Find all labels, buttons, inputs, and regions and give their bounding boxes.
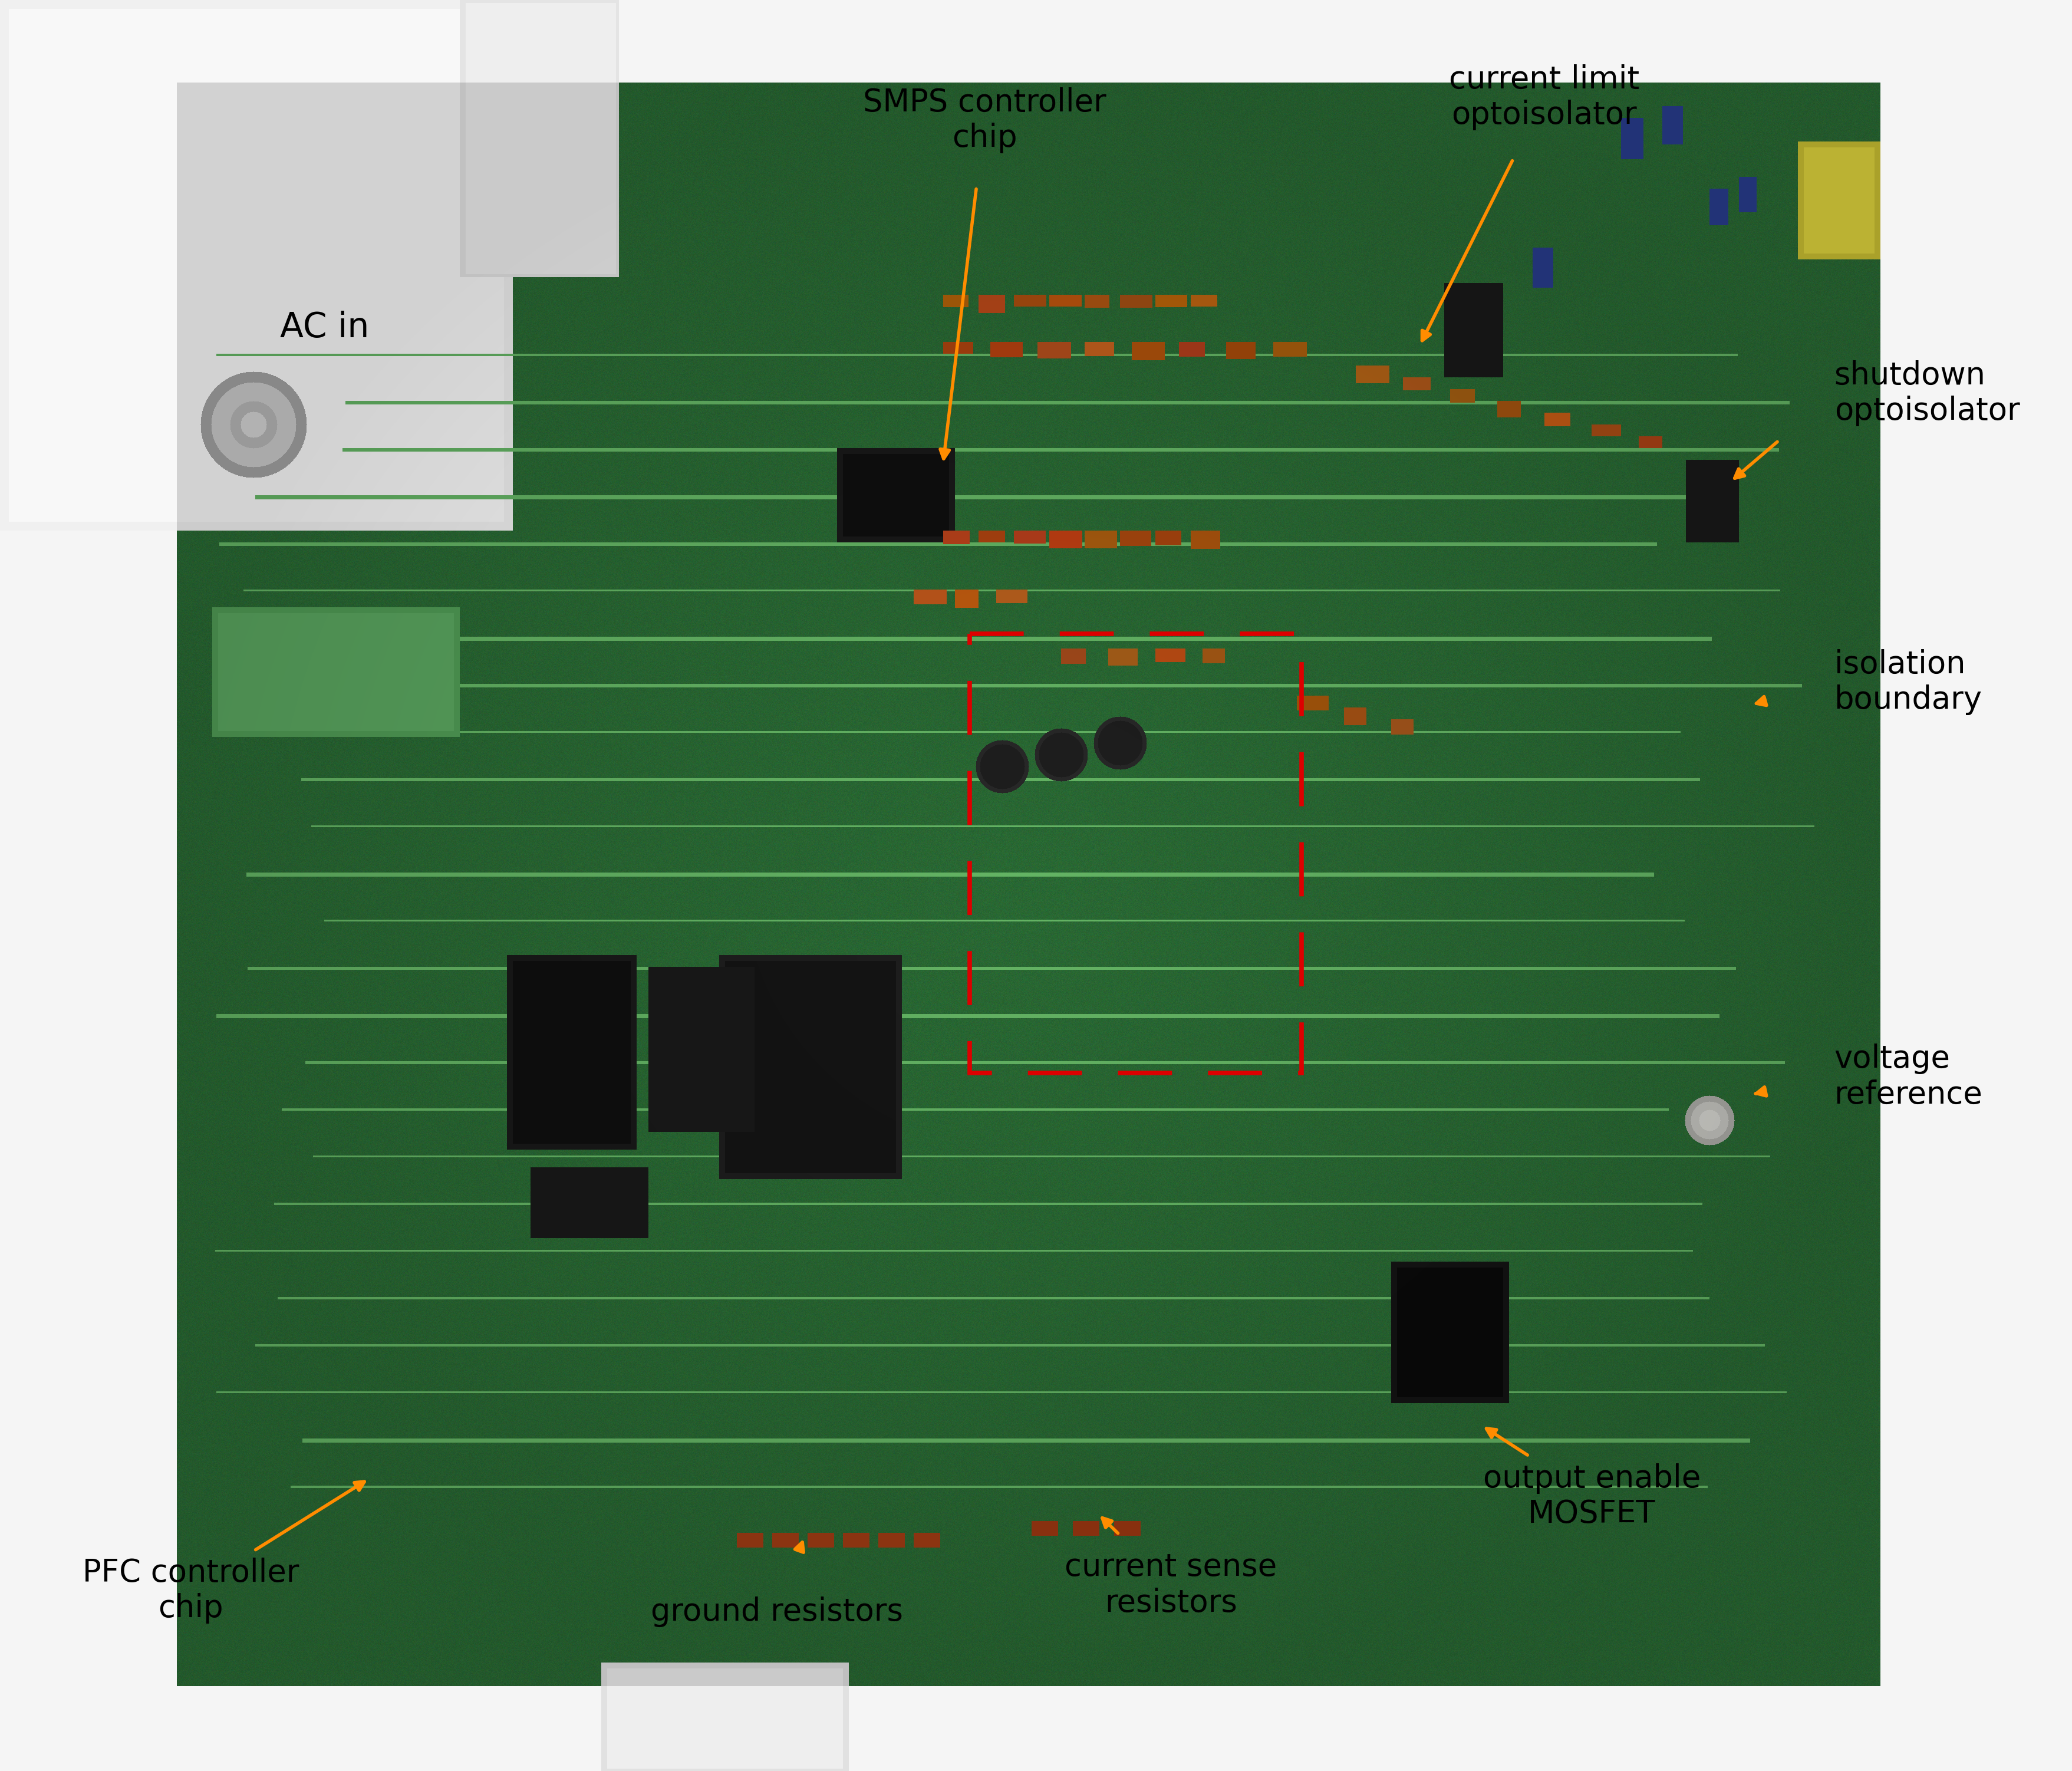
Text: SMPS controller
chip: SMPS controller chip	[862, 87, 1106, 154]
Text: PFC controller
chip: PFC controller chip	[83, 1557, 298, 1624]
Text: output enable
MOSFET: output enable MOSFET	[1484, 1463, 1699, 1530]
Text: shutdown
optoisolator: shutdown optoisolator	[1834, 360, 2020, 427]
Text: current sense
resistors: current sense resistors	[1065, 1551, 1276, 1619]
Text: ground resistors: ground resistors	[651, 1596, 903, 1628]
Text: AC in: AC in	[280, 312, 369, 344]
Bar	[970, 634, 1301, 1073]
Text: isolation
boundary: isolation boundary	[1834, 648, 1981, 715]
Text: current limit
optoisolator: current limit optoisolator	[1448, 64, 1639, 131]
Text: voltage
reference: voltage reference	[1834, 1043, 1983, 1110]
